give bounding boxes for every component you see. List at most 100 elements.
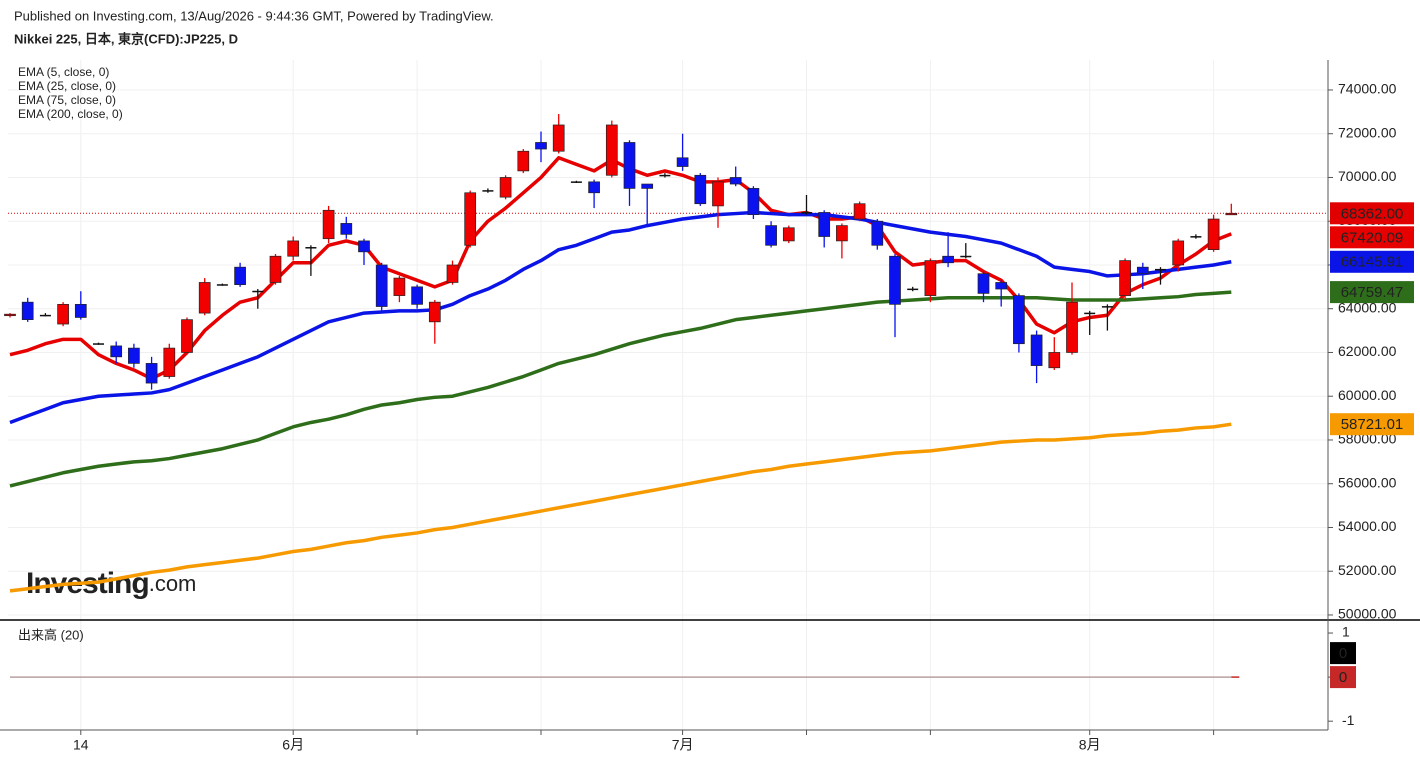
candle-body (765, 225, 777, 246)
candle-body (393, 277, 406, 296)
legend-entry: EMA (5, close, 0) (18, 65, 109, 79)
candle-body (181, 319, 193, 353)
candle-body (552, 124, 565, 152)
y-tick-label: 50000.00 (1338, 606, 1397, 622)
candle-body (853, 203, 866, 220)
candle-body (1030, 334, 1043, 366)
candle-body (995, 282, 1008, 290)
candle-body (252, 290, 264, 293)
candle-body (269, 255, 282, 283)
volume-title: 出来高 (20) (18, 627, 84, 642)
volume-tag: 0 (1339, 645, 1347, 662)
candle-body (535, 142, 547, 150)
candle-body (499, 177, 512, 198)
candle-body (234, 266, 246, 286)
candle-body (729, 177, 742, 185)
candle-body (747, 188, 760, 216)
candle-body (605, 124, 618, 176)
candle-body (1207, 218, 1220, 251)
price-tag-box (1330, 202, 1414, 225)
y-tick-label: 62000.00 (1338, 343, 1397, 359)
y-tick-label: 52000.00 (1338, 562, 1397, 578)
x-tick-label: 6月 (282, 737, 304, 753)
price-tag: 67420.09 (1341, 229, 1404, 246)
price-tag: 58721.01 (1341, 416, 1404, 433)
candle-body (1101, 306, 1113, 308)
y-tick-label: 64000.00 (1338, 299, 1397, 315)
y-tick-label: 56000.00 (1338, 474, 1397, 490)
candle-body (375, 264, 388, 307)
candle-body (411, 286, 423, 305)
candle-body (446, 264, 459, 283)
y-tick-label: 60000.00 (1338, 387, 1397, 403)
candle-body (1155, 268, 1166, 271)
ema-line (9, 210, 1232, 425)
candle-body (1136, 266, 1149, 275)
candle-body (358, 240, 370, 253)
candle-body (977, 273, 990, 294)
legend-entry: EMA (75, close, 0) (18, 93, 116, 107)
price-tag-box (1330, 226, 1414, 249)
candle-body (128, 347, 140, 364)
candle-body (163, 347, 176, 377)
legend-entry: EMA (25, close, 0) (18, 79, 116, 93)
candle-body (942, 255, 954, 264)
candle-body (1048, 352, 1061, 369)
y-tick-label: 72000.00 (1338, 124, 1397, 140)
candle-body (623, 142, 636, 189)
candle-body (907, 288, 919, 291)
candle-body (676, 157, 689, 167)
candle-body (1066, 301, 1078, 353)
x-tick-label: 7月 (672, 737, 694, 753)
candle-body (110, 345, 123, 358)
candle-body (889, 255, 901, 305)
price-tag-box (1330, 413, 1414, 436)
candle-body (322, 209, 335, 240)
candle-body (801, 212, 812, 214)
candle-body (1172, 240, 1185, 266)
ema-line (9, 422, 1232, 593)
candle-body (39, 314, 51, 317)
candle-body (871, 220, 884, 246)
candle-body (588, 181, 600, 194)
candle-body (428, 301, 441, 323)
ema-line (9, 156, 1232, 381)
candle-body (1084, 312, 1096, 315)
candle-body (340, 223, 353, 235)
candle-body (924, 260, 937, 296)
volume-tag-box (1330, 642, 1356, 665)
y-tick-label: 70000.00 (1338, 168, 1397, 184)
candle-body (305, 247, 317, 249)
candle-body (836, 225, 848, 242)
legend-entry: EMA (200, close, 0) (18, 107, 123, 121)
candle-body (482, 190, 494, 192)
candle-body (1190, 236, 1202, 238)
ema-line (9, 290, 1232, 488)
volume-ma-tag: 0 (1339, 669, 1347, 686)
candle-body (517, 150, 530, 172)
candle-body (1225, 212, 1238, 216)
candle-body (818, 212, 831, 237)
candle-body (93, 343, 104, 345)
candle-body (287, 240, 300, 257)
x-tick-label: 14 (73, 737, 89, 753)
watermark-suffix: .com (149, 571, 197, 596)
candle-body (198, 282, 211, 314)
price-tag: 66145.91 (1341, 254, 1404, 271)
x-tick-label: 8月 (1079, 737, 1101, 753)
watermark: Investing.com (26, 567, 196, 600)
y-tick-label: 74000.00 (1338, 81, 1397, 97)
candle-body (659, 174, 671, 177)
candle-body (1119, 260, 1131, 296)
candle-body (782, 227, 795, 242)
candle-body (21, 301, 34, 321)
candle-body (712, 181, 724, 207)
candle-body (57, 303, 69, 325)
candle-body (145, 363, 158, 384)
candle-body (74, 303, 87, 318)
candle-body (464, 192, 477, 246)
price-tag: 68362.00 (1341, 205, 1404, 222)
price-tag-box (1330, 250, 1414, 273)
